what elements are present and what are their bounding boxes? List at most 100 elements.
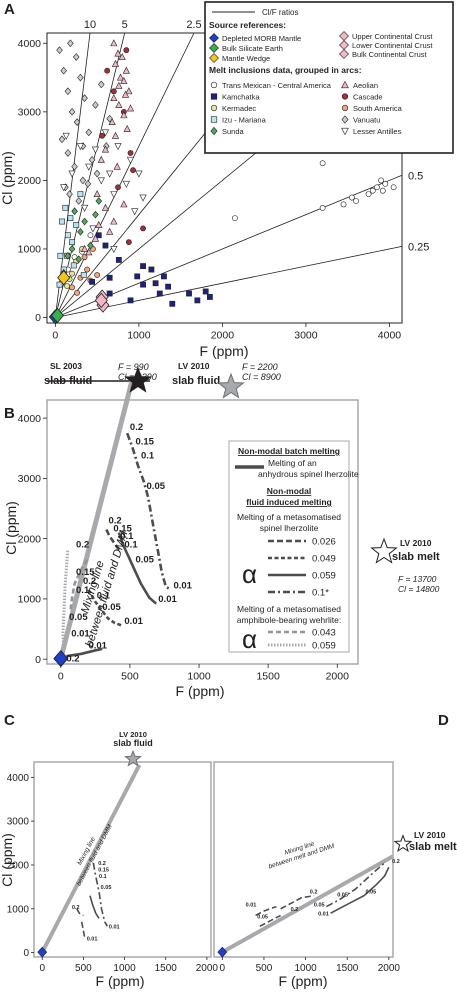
legend-source-label: Bulk Continental Crust bbox=[352, 50, 428, 59]
y-tick-label: 4000 bbox=[18, 413, 42, 425]
inclusion-point bbox=[80, 272, 87, 278]
x-tick-label: 1000 bbox=[294, 963, 317, 974]
panel-b-mixing-line bbox=[58, 377, 136, 660]
legend-inclusion-marker bbox=[341, 127, 349, 136]
legend-inclusion-label: Cascade bbox=[353, 93, 383, 102]
inclusion-point bbox=[81, 254, 88, 261]
melt-fraction-label: 0.1 bbox=[124, 540, 138, 551]
panel-c: 0.20.150.10.050.010.20.01 0 500 1000 1500 20… bbox=[0, 730, 218, 989]
endmember-lv2010-melt-f: F = 13700 bbox=[398, 574, 437, 584]
y-tick-label: 1000 bbox=[18, 594, 42, 606]
panel-d-slab-melt-star bbox=[393, 834, 413, 853]
legend-source-marker bbox=[339, 49, 349, 59]
panel-d-endmember-name: slab melt bbox=[409, 841, 457, 853]
y-tick-label: 4000 bbox=[7, 773, 30, 784]
inclusion-point bbox=[68, 170, 76, 178]
inclusion-point bbox=[60, 66, 67, 75]
panel-c-y-label: Cl (ppm) bbox=[0, 833, 15, 887]
melting-curve bbox=[89, 895, 100, 919]
legend-inclusion-marker bbox=[341, 115, 349, 124]
panel-d: 0.010.050.20.050.20.010.050.20.05 0 500 10… bbox=[213, 761, 457, 989]
slab-fluid-star-sl2003 bbox=[124, 366, 152, 393]
x-tick-label: 1000 bbox=[127, 330, 151, 342]
legend-alpha-value: 0.1* bbox=[312, 588, 329, 599]
x-tick-label: 500 bbox=[75, 963, 92, 974]
panel-c-curve-labels: 0.20.150.10.050.010.20.01 bbox=[72, 861, 120, 942]
melt-fraction-label: 0.2 bbox=[310, 889, 318, 895]
inclusion-point bbox=[74, 289, 80, 296]
melt-fraction-label: 0.1 bbox=[76, 585, 90, 596]
panel-d-curves bbox=[217, 862, 390, 958]
panel-a-ratio-labels: 10 5 2.5 0.5 0.25 bbox=[84, 19, 430, 253]
inclusion-point bbox=[85, 128, 93, 137]
inclusion-point bbox=[70, 262, 77, 269]
inclusion-point bbox=[71, 162, 78, 171]
melting-curve bbox=[280, 894, 315, 910]
inclusion-point bbox=[73, 222, 80, 228]
legend-source-marker bbox=[209, 53, 219, 63]
inclusion-point bbox=[77, 191, 84, 198]
endmember-lv2010-fluid-ref: LV 2010 bbox=[178, 361, 210, 371]
panel-b-x-ticks: 0 500 1000 1500 2000 bbox=[58, 664, 349, 683]
inclusion-point bbox=[67, 215, 74, 222]
legend-wehrlite-entries: 0.043 0.059 bbox=[268, 628, 336, 652]
inclusion-point bbox=[111, 59, 120, 67]
inclusion-point bbox=[102, 242, 109, 249]
inclusion-point bbox=[101, 129, 110, 137]
source-reference-point bbox=[50, 307, 64, 324]
inclusion-point bbox=[122, 66, 130, 74]
inclusion-point bbox=[127, 297, 134, 304]
x-tick-label: 1000 bbox=[187, 671, 211, 683]
inclusion-point bbox=[99, 132, 106, 139]
inclusion-point bbox=[68, 245, 76, 253]
inclusion-point bbox=[57, 252, 64, 259]
inclusion-point bbox=[125, 87, 133, 95]
x-tick-label: 3000 bbox=[294, 330, 318, 342]
legend-inclusion-label: Lesser Antilles bbox=[353, 127, 402, 136]
inclusion-point bbox=[95, 220, 103, 228]
inclusion-point bbox=[379, 187, 386, 194]
melt-fraction-label: 0.05 bbox=[337, 893, 348, 899]
inclusion-point bbox=[131, 208, 139, 216]
mixing-line bbox=[58, 377, 136, 660]
melt-fraction-label: 0.15 bbox=[76, 567, 95, 578]
inclusion-point bbox=[111, 131, 120, 139]
legend-source-label: Bulk Silicate Earth bbox=[222, 44, 283, 53]
x-tick-label: 2000 bbox=[211, 330, 235, 342]
panel-d-endmember-ref: LV 2010 bbox=[414, 830, 446, 840]
melt-fraction-label: 0.01 bbox=[109, 925, 120, 931]
melt-fraction-label: 0.01 bbox=[71, 628, 90, 639]
panel-a-y-ticks: 0 1000 2000 3000 4000 bbox=[18, 38, 47, 324]
inclusion-point bbox=[108, 118, 116, 126]
inclusion-point bbox=[60, 184, 68, 192]
panel-c-mixing-line bbox=[40, 764, 142, 954]
legend-inclusion-marker bbox=[210, 93, 218, 100]
inclusion-point bbox=[76, 143, 85, 151]
inclusion-point bbox=[81, 94, 88, 102]
panel-b-x-label: F (ppm) bbox=[176, 683, 225, 699]
inclusion-point bbox=[115, 81, 123, 89]
legend-fluid-title-2: fluid induced melting bbox=[246, 497, 331, 507]
legend-fluid-title-1: Non-modal bbox=[267, 486, 311, 496]
inclusion-point bbox=[374, 184, 380, 191]
inclusion-point bbox=[79, 176, 87, 185]
inclusion-point bbox=[113, 162, 121, 170]
legend-inclusion-marker bbox=[341, 93, 349, 100]
melting-curve bbox=[92, 862, 108, 927]
inclusion-point bbox=[69, 270, 75, 277]
inclusion-point bbox=[93, 190, 101, 198]
inclusion-point bbox=[66, 190, 73, 198]
melting-curve bbox=[61, 550, 70, 651]
inclusion-point bbox=[148, 266, 155, 273]
legend-inclusion-label: Kamchatka bbox=[222, 93, 260, 102]
legend-inclusion-marker bbox=[210, 81, 218, 89]
inclusion-point bbox=[340, 201, 347, 208]
melt-fraction-label: 0.01 bbox=[318, 911, 329, 917]
y-tick-label: 0 bbox=[35, 654, 41, 666]
panel-a-points bbox=[56, 39, 397, 307]
x-tick-label: 0 bbox=[220, 963, 226, 974]
endmember-sl2003-name: slab fluid bbox=[44, 375, 92, 387]
inclusion-point bbox=[67, 39, 74, 48]
source-reference-point bbox=[94, 292, 108, 308]
